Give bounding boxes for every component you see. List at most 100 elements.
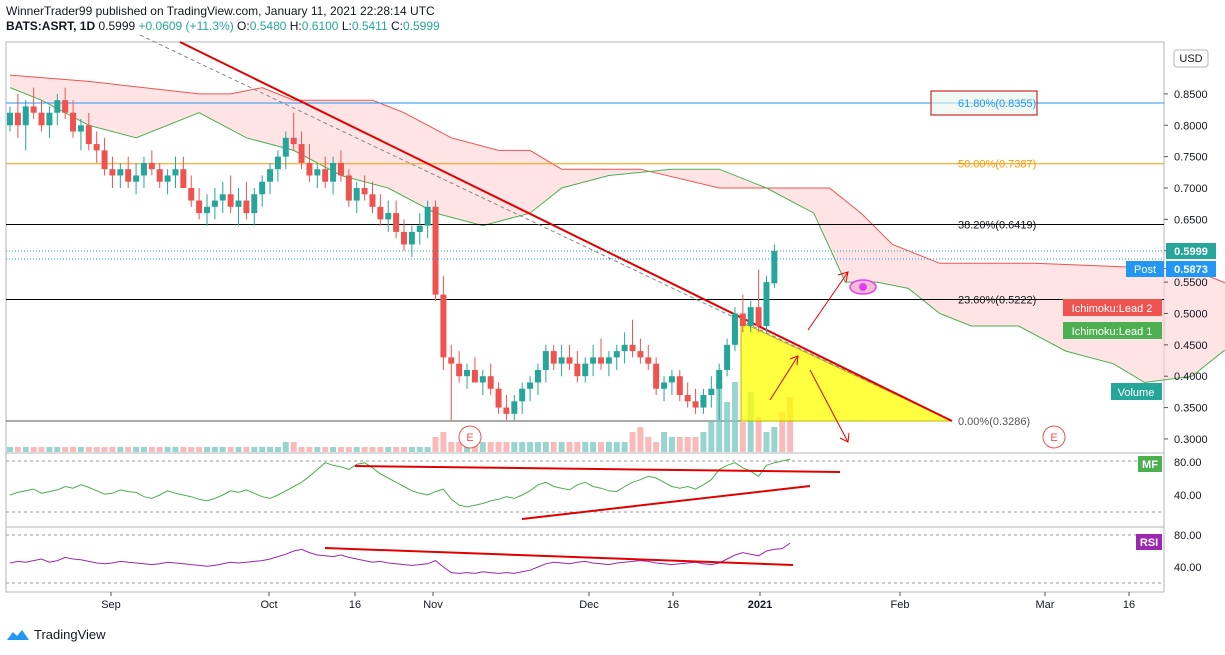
candle-body xyxy=(598,357,604,364)
arrow-down-head xyxy=(839,432,850,443)
candle-body xyxy=(259,181,266,195)
footer-brand[interactable]: TradingView xyxy=(6,627,106,642)
candle-body xyxy=(204,206,210,214)
rsi-divergence-line[interactable] xyxy=(324,547,794,566)
volume-bar xyxy=(424,447,431,452)
mf-pane: 80.00 40.00 MF xyxy=(6,456,1202,520)
volume-bar xyxy=(172,447,179,452)
candle-body xyxy=(464,369,471,377)
volume-bar xyxy=(337,447,344,452)
arrow-up-right[interactable] xyxy=(807,271,849,331)
arrow-drawings[interactable] xyxy=(769,271,850,443)
candle-body xyxy=(290,137,297,145)
candle-body xyxy=(771,250,778,284)
volume-bar xyxy=(188,447,195,452)
volume-bar xyxy=(109,447,116,452)
candle-body xyxy=(684,395,691,402)
mf-resistance-line[interactable] xyxy=(354,465,841,473)
volume-bar xyxy=(590,442,597,452)
main-downtrend-line[interactable] xyxy=(179,41,953,422)
candle-body xyxy=(7,112,13,126)
volume-bar xyxy=(196,447,203,452)
volume-bar xyxy=(243,447,250,452)
x-tick-label: Feb xyxy=(891,599,910,611)
publish-line: WinnerTrader99 published on TradingView.… xyxy=(6,4,435,18)
volume-bar xyxy=(731,382,738,452)
volume-bar xyxy=(771,427,778,452)
volume-bar xyxy=(621,442,628,452)
candle-body xyxy=(385,213,392,220)
candle-body xyxy=(211,200,218,207)
volume-bar xyxy=(125,447,132,452)
low-label: L: xyxy=(341,19,352,33)
candle-body xyxy=(503,407,510,414)
volume-bar xyxy=(779,412,786,452)
fib-label-0: 61.80%(0.8355) xyxy=(958,98,1036,110)
rsi-tag-text: RSI xyxy=(1140,537,1158,549)
candle-body xyxy=(739,313,746,327)
candle-body xyxy=(487,376,494,389)
earnings-marker-1[interactable]: E xyxy=(458,425,482,449)
volume-bar xyxy=(393,447,400,452)
volume-bar xyxy=(676,437,683,452)
volume-bar xyxy=(629,432,636,452)
candle-body xyxy=(519,388,526,402)
candle-body xyxy=(448,357,455,364)
close-label: C: xyxy=(390,19,403,33)
volume-bar xyxy=(330,447,337,452)
rsi-line xyxy=(9,542,791,574)
last-price: 0.5999 xyxy=(98,19,136,33)
time-axis[interactable]: Sep Oct 16 Nov Dec 16 2021 Feb Mar 16 xyxy=(101,592,1135,611)
candle-body xyxy=(46,112,53,126)
volume-bar xyxy=(54,447,61,452)
dashed-trendline[interactable] xyxy=(139,34,953,422)
candle-body xyxy=(755,307,762,327)
volume-bar xyxy=(267,447,274,452)
candle-body xyxy=(377,206,384,220)
fib-label-2: 38.20%(0.6419) xyxy=(958,219,1036,231)
candle-body xyxy=(542,351,549,370)
arrow-up-small[interactable] xyxy=(769,355,799,401)
candle-body xyxy=(345,175,352,201)
candle-body xyxy=(440,294,447,358)
mf-support-line[interactable] xyxy=(521,485,811,520)
volume-bar xyxy=(345,447,352,452)
earnings-marker-2[interactable]: E xyxy=(1042,425,1066,449)
open-label: O: xyxy=(237,19,250,33)
x-tick-label: 16 xyxy=(667,599,679,611)
candle-body xyxy=(731,313,738,345)
price-change: +0.0609 (+11.3%) xyxy=(138,19,234,33)
x-tick-label: Nov xyxy=(423,599,443,611)
close-value: 0.5999 xyxy=(402,19,440,33)
volume-bar xyxy=(211,447,218,452)
arrow-up-right-head xyxy=(837,271,849,283)
y-tick-label: 0.8500 xyxy=(1174,89,1208,101)
candle-body xyxy=(558,357,565,364)
volume-bar xyxy=(637,427,644,452)
lead2-tag xyxy=(1063,299,1162,316)
volume-bar xyxy=(204,447,210,452)
candle-body xyxy=(282,137,289,157)
volume-bar xyxy=(511,442,518,452)
volume-bar xyxy=(487,442,494,452)
post-tag xyxy=(1126,261,1164,277)
y-tick-label: 0.7500 xyxy=(1174,152,1208,164)
y-tick-label: 0.7000 xyxy=(1174,183,1208,195)
volume-bar xyxy=(527,442,534,452)
candle-body xyxy=(70,112,77,132)
currency-badge[interactable] xyxy=(1173,49,1209,68)
volume-bar xyxy=(156,447,163,452)
arrow-down[interactable] xyxy=(809,369,849,443)
candle-body xyxy=(393,213,400,232)
volume-bar xyxy=(708,422,715,452)
rsi-tick-80: 80.00 xyxy=(1174,530,1202,542)
candle-body xyxy=(243,200,250,214)
volume-bar xyxy=(385,447,392,452)
volume-bar xyxy=(653,442,660,452)
volume-bar xyxy=(314,447,321,452)
volume-bar xyxy=(645,437,652,452)
volume-bar xyxy=(401,447,407,452)
candle-body xyxy=(550,351,557,364)
volume-bar xyxy=(598,442,604,452)
